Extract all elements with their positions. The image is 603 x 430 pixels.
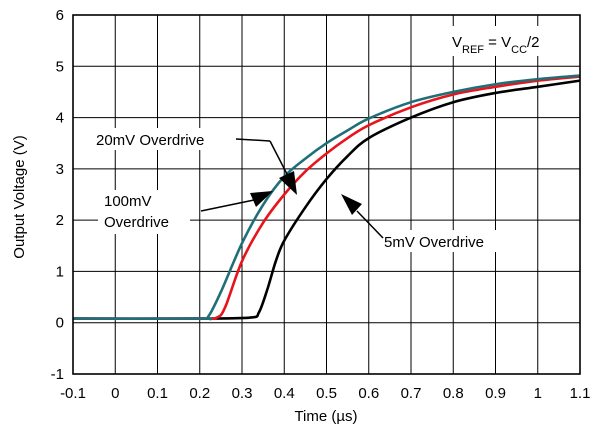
- x-tick-label: 0.9: [485, 385, 506, 402]
- condition-ref-subscript: REF: [462, 44, 484, 56]
- annotation-20mv-leader: [235, 138, 271, 142]
- svg-text:VREF = VCC/2: VREF = VCC/2: [452, 34, 540, 56]
- y-tick-labels: -1 0 1 2 3 4 5 6: [51, 7, 64, 383]
- x-tick-label: 0.6: [358, 385, 379, 402]
- x-tick-label: 0.5: [316, 385, 337, 402]
- annotation-5mv: 5mV Overdrive: [341, 194, 515, 252]
- annotation-5mv-leader: [356, 210, 384, 239]
- annotation-100mv: 100mV Overdrive: [98, 190, 273, 234]
- y-tick-label: 5: [56, 58, 64, 75]
- annotation-5mv-arrowhead: [341, 194, 362, 215]
- x-tick-label: 0.1: [147, 385, 168, 402]
- annotation-100mv-line1: 100mV: [104, 193, 152, 210]
- y-tick-label: 0: [56, 315, 64, 332]
- x-tick-label: 0: [111, 385, 119, 402]
- y-tick-label: 6: [56, 7, 64, 24]
- annotation-100mv-arrowhead: [250, 191, 273, 207]
- x-tick-label: 1: [534, 385, 542, 402]
- x-tick-label: 0.2: [189, 385, 210, 402]
- y-tick-label: 2: [56, 212, 64, 229]
- series-line-20mv-overdrive: [72, 74, 581, 321]
- y-tick-label: 3: [56, 161, 64, 178]
- y-tick-label: 4: [56, 110, 64, 127]
- series-line-5mv-overdrive: [72, 79, 581, 320]
- annotation-20mv-arrowhead: [279, 171, 297, 195]
- y-tick-label: -1: [51, 366, 64, 383]
- annotation-5mv-label: 5mV Overdrive: [384, 234, 484, 251]
- condition-cc-subscript: CC: [511, 44, 527, 56]
- condition-equals: = V: [484, 34, 511, 51]
- x-tick-label: 1.1: [570, 385, 591, 402]
- x-tick-label: 0.4: [274, 385, 295, 402]
- x-tick-label: 0.8: [443, 385, 464, 402]
- y-tick-label: 1: [56, 263, 64, 280]
- x-tick-label: 0.3: [232, 385, 253, 402]
- x-tick-label: 0.7: [401, 385, 422, 402]
- plot-frame: [72, 14, 581, 375]
- condition-tail: /2: [527, 34, 540, 51]
- annotation-20mv-arrow-shaft: [269, 140, 290, 179]
- series-line-100mv-overdrive: [72, 75, 581, 321]
- x-tick-label: -0.1: [60, 385, 86, 402]
- x-tick-labels: -0.1 0 0.1 0.2 0.3 0.4 0.5 0.6 0.7 0.8 0.9 1 1.1: [60, 385, 590, 402]
- condition-label: VREF = VCC/2: [444, 26, 576, 56]
- series-layer: [72, 74, 581, 321]
- annotation-100mv-line2: Overdrive: [104, 214, 169, 231]
- x-axis-title: Time (µs): [294, 408, 357, 425]
- condition-v: V: [452, 34, 462, 51]
- annotation-20mv: 20mV Overdrive: [92, 128, 297, 195]
- annotation-20mv-label: 20mV Overdrive: [96, 132, 204, 149]
- y-axis-title: Output Voltage (V): [11, 135, 28, 258]
- annotation-100mv-leader: [200, 199, 255, 212]
